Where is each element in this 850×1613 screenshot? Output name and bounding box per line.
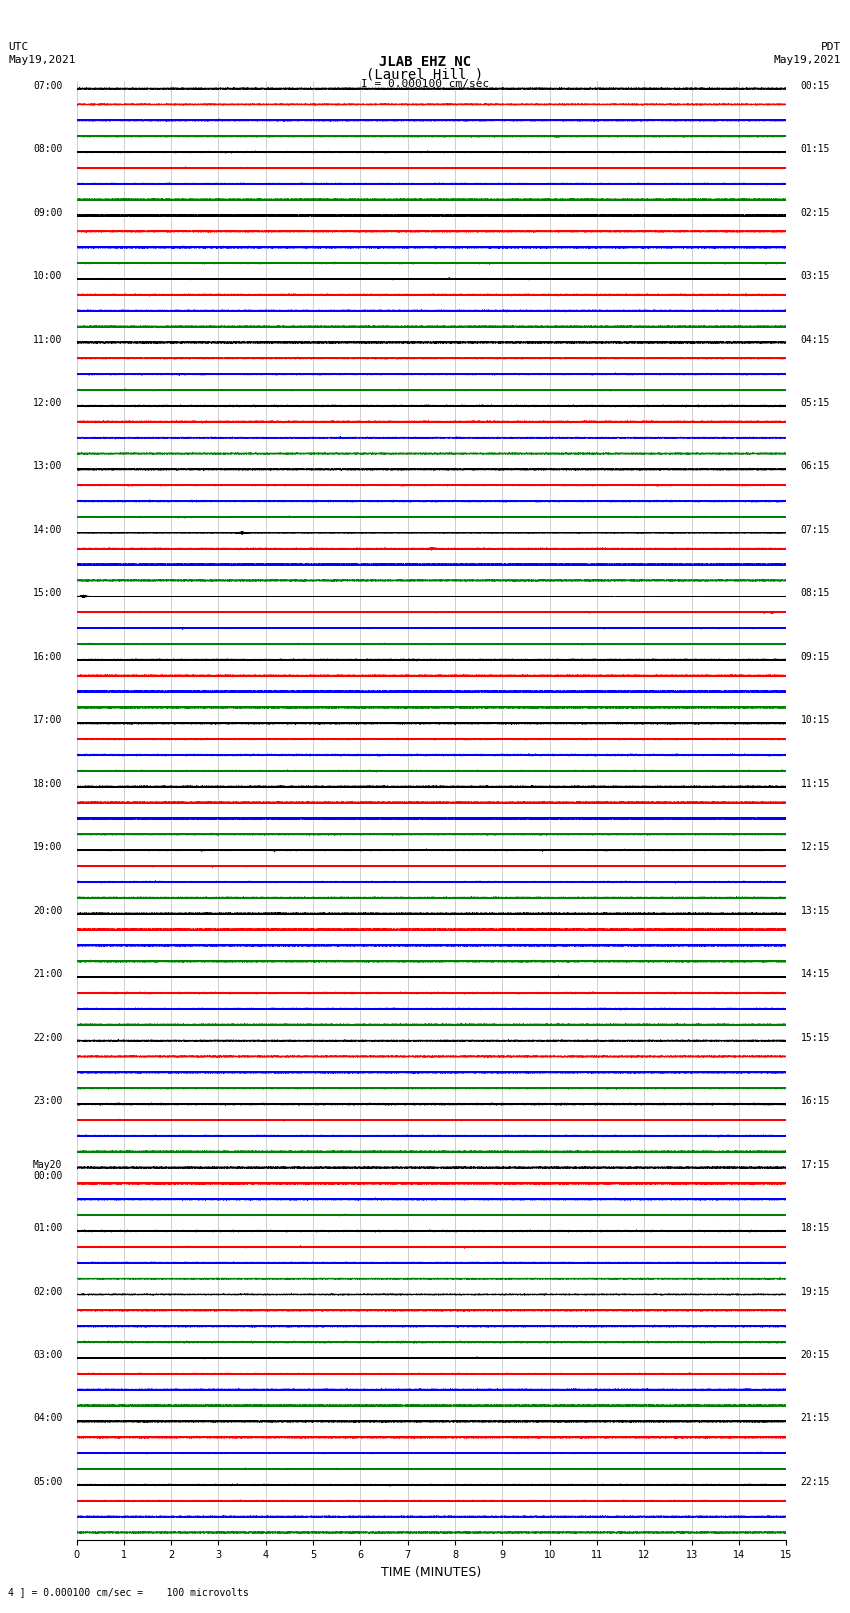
- Text: 17:00: 17:00: [33, 715, 62, 726]
- Text: 10:00: 10:00: [33, 271, 62, 281]
- Text: 16:00: 16:00: [33, 652, 62, 661]
- Text: 03:15: 03:15: [801, 271, 830, 281]
- Text: May19,2021: May19,2021: [8, 55, 76, 65]
- Text: 18:00: 18:00: [33, 779, 62, 789]
- Text: 10:15: 10:15: [801, 715, 830, 726]
- Text: 18:15: 18:15: [801, 1223, 830, 1232]
- Text: 11:15: 11:15: [801, 779, 830, 789]
- Text: May20
00:00: May20 00:00: [33, 1160, 62, 1181]
- Text: 06:15: 06:15: [801, 461, 830, 471]
- Text: 05:15: 05:15: [801, 398, 830, 408]
- Text: 15:15: 15:15: [801, 1032, 830, 1042]
- Text: 16:15: 16:15: [801, 1097, 830, 1107]
- Text: 04:00: 04:00: [33, 1413, 62, 1424]
- Text: 13:15: 13:15: [801, 907, 830, 916]
- Text: 07:00: 07:00: [33, 81, 62, 90]
- Text: 13:00: 13:00: [33, 461, 62, 471]
- Text: 12:00: 12:00: [33, 398, 62, 408]
- Text: 00:15: 00:15: [801, 81, 830, 90]
- Text: 03:00: 03:00: [33, 1350, 62, 1360]
- Text: May19,2021: May19,2021: [774, 55, 842, 65]
- Text: UTC: UTC: [8, 42, 29, 52]
- Text: 11:00: 11:00: [33, 334, 62, 345]
- Text: 02:15: 02:15: [801, 208, 830, 218]
- Text: 04:15: 04:15: [801, 334, 830, 345]
- Text: (Laurel Hill ): (Laurel Hill ): [366, 68, 484, 82]
- Text: 21:15: 21:15: [801, 1413, 830, 1424]
- Text: 12:15: 12:15: [801, 842, 830, 852]
- Text: 22:15: 22:15: [801, 1478, 830, 1487]
- Text: 08:00: 08:00: [33, 144, 62, 155]
- Text: 05:00: 05:00: [33, 1478, 62, 1487]
- Text: 08:15: 08:15: [801, 589, 830, 598]
- Text: 4 ] = 0.000100 cm/sec =    100 microvolts: 4 ] = 0.000100 cm/sec = 100 microvolts: [8, 1587, 249, 1597]
- Text: PDT: PDT: [821, 42, 842, 52]
- Text: JLAB EHZ NC: JLAB EHZ NC: [379, 55, 471, 69]
- Text: 01:15: 01:15: [801, 144, 830, 155]
- Text: 21:00: 21:00: [33, 969, 62, 979]
- Text: I = 0.000100 cm/sec: I = 0.000100 cm/sec: [361, 79, 489, 89]
- X-axis label: TIME (MINUTES): TIME (MINUTES): [382, 1566, 481, 1579]
- Text: 20:15: 20:15: [801, 1350, 830, 1360]
- Text: 17:15: 17:15: [801, 1160, 830, 1169]
- Text: 19:15: 19:15: [801, 1287, 830, 1297]
- Text: 20:00: 20:00: [33, 907, 62, 916]
- Text: 23:00: 23:00: [33, 1097, 62, 1107]
- Text: 14:00: 14:00: [33, 524, 62, 536]
- Text: 22:00: 22:00: [33, 1032, 62, 1042]
- Text: 07:15: 07:15: [801, 524, 830, 536]
- Text: 01:00: 01:00: [33, 1223, 62, 1232]
- Text: 09:00: 09:00: [33, 208, 62, 218]
- Text: 19:00: 19:00: [33, 842, 62, 852]
- Text: 09:15: 09:15: [801, 652, 830, 661]
- Text: 02:00: 02:00: [33, 1287, 62, 1297]
- Text: 14:15: 14:15: [801, 969, 830, 979]
- Text: 15:00: 15:00: [33, 589, 62, 598]
